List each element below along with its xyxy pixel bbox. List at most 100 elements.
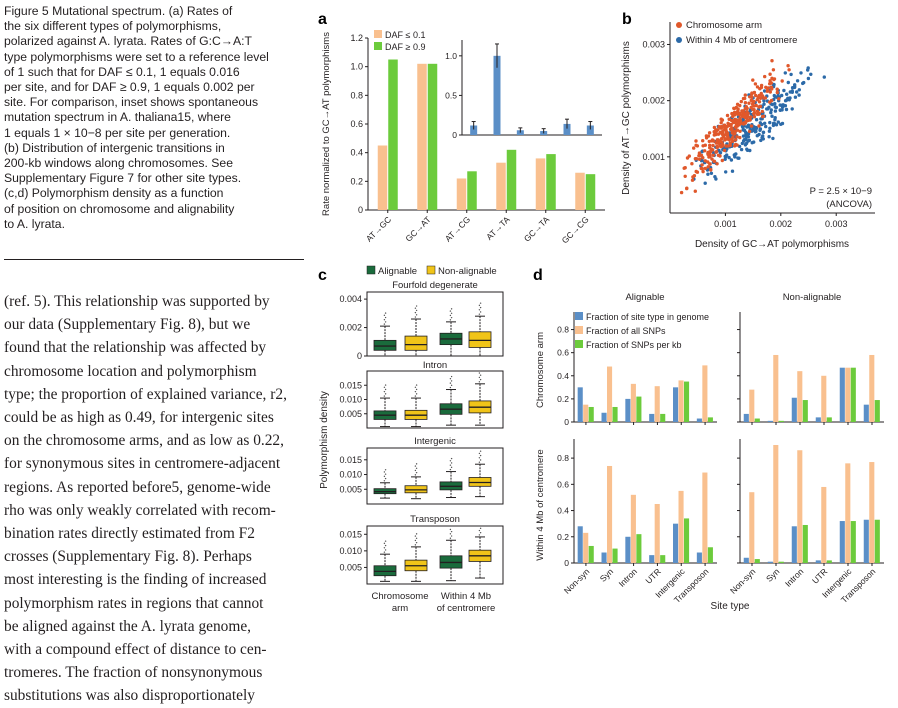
bar (707, 417, 713, 422)
point-centromere (780, 93, 784, 98)
y-tick-label: 0.004 (339, 294, 362, 304)
caption-divider (4, 259, 304, 260)
outlier (449, 319, 452, 321)
point-centromere (760, 122, 764, 127)
point-chromosome-arm (700, 163, 704, 167)
point-chromosome-arm (726, 134, 730, 139)
outlier (414, 539, 417, 542)
bar-daf-low (417, 63, 427, 210)
point-chromosome-arm (738, 103, 742, 108)
point-chromosome-arm (763, 74, 767, 79)
outlier (478, 304, 481, 307)
y-axis-label: Density of AT→GC polymorphisms (621, 41, 632, 195)
y-tick-label: 0 (564, 558, 569, 568)
point-chromosome-arm (757, 100, 762, 104)
bar (607, 366, 613, 422)
point-chromosome-arm (700, 167, 704, 171)
point-chromosome-arm (759, 83, 764, 88)
bar (743, 413, 749, 422)
y-tick-label: 0.4 (557, 506, 569, 516)
point-centromere (746, 132, 750, 136)
bar (583, 404, 589, 422)
bar (696, 418, 702, 422)
x-tick-label: AT→TA (484, 214, 512, 242)
bar (612, 548, 618, 563)
subpanel-title: Transposon (410, 514, 460, 525)
point-centromere (730, 169, 735, 173)
point-centromere (745, 125, 749, 129)
row-title: Chromosome arm (535, 332, 546, 408)
point-chromosome-arm (750, 99, 754, 103)
point-centromere (743, 128, 747, 133)
outlier (414, 469, 417, 472)
body-text-line: bination rates directly estimated from F… (4, 525, 255, 543)
outlier (383, 314, 386, 317)
bar (601, 552, 607, 563)
y-tick-label: 0.010 (339, 546, 362, 556)
legend-swatch (575, 326, 583, 334)
point-centromere (786, 80, 790, 85)
point-centromere (822, 75, 826, 79)
outlier (414, 390, 417, 393)
outlier (414, 465, 417, 467)
outlier (450, 380, 453, 382)
legend-label: Chromosome arm (686, 20, 762, 31)
point-chromosome-arm (694, 157, 699, 161)
y-tick-label: 0.4 (350, 148, 363, 158)
point-centromere (806, 76, 811, 81)
y-tick-label: 0.005 (339, 484, 362, 494)
point-centromere (782, 88, 786, 93)
ancova-annotation: (ANCOVA) (826, 199, 872, 210)
body-text-line: rho was only weakly correlated with reco… (4, 501, 276, 519)
outlier (415, 541, 418, 544)
point-centromere (709, 171, 714, 175)
bar (630, 383, 636, 422)
point-chromosome-arm (752, 108, 756, 112)
caption-line: (c,d) Polymorphism density as a function (4, 186, 224, 201)
point-chromosome-arm (685, 186, 689, 191)
outlier (384, 544, 387, 547)
point-centromere (784, 107, 789, 112)
legend-label: DAF ≤ 0.1 (385, 30, 425, 40)
point-chromosome-arm (787, 68, 791, 72)
point-chromosome-arm (716, 128, 720, 132)
bar (654, 504, 660, 563)
point-chromosome-arm (718, 139, 722, 144)
outlier (384, 473, 387, 475)
outlier (383, 480, 386, 482)
y-tick-label: 0.003 (642, 39, 665, 49)
outlier (415, 533, 418, 535)
outlier (449, 464, 452, 466)
legend-label: Fraction of SNPs per kb (586, 340, 682, 350)
bar (673, 387, 679, 422)
caption-line: 200-kb windows along chromosomes. See (4, 156, 233, 171)
x-tick-label: Intron (783, 566, 806, 589)
bar (773, 445, 779, 563)
outlier (384, 316, 387, 319)
outlier (450, 316, 453, 319)
point-chromosome-arm (711, 143, 715, 148)
caption-line: mutation spectrum in A. thaliana15, wher… (4, 110, 231, 125)
panel-label-a: a (318, 11, 327, 28)
point-chromosome-arm (724, 132, 728, 136)
outlier (384, 321, 387, 323)
panel-label-b: b (622, 11, 632, 28)
point-chromosome-arm (775, 90, 779, 95)
bar (583, 532, 589, 563)
point-centromere (754, 129, 758, 133)
legend-swatch (575, 340, 583, 348)
y-tick-label: 0 (564, 417, 569, 427)
point-chromosome-arm (731, 119, 736, 124)
bar (815, 417, 821, 422)
x-tick-label: AT→CG (443, 214, 472, 243)
body-text-line: (ref. 5). This relationship was supporte… (4, 293, 270, 310)
body-text-line: crosses (Supplementary Fig. 8). Perhaps (4, 548, 252, 566)
point-centromere (771, 136, 775, 141)
point-chromosome-arm (695, 144, 700, 148)
bar (767, 561, 773, 563)
legend-swatch-alignable (366, 265, 376, 275)
point-chromosome-arm (695, 170, 700, 174)
point-chromosome-arm (707, 131, 712, 135)
outlier (384, 549, 387, 551)
point-chromosome-arm (711, 153, 715, 157)
